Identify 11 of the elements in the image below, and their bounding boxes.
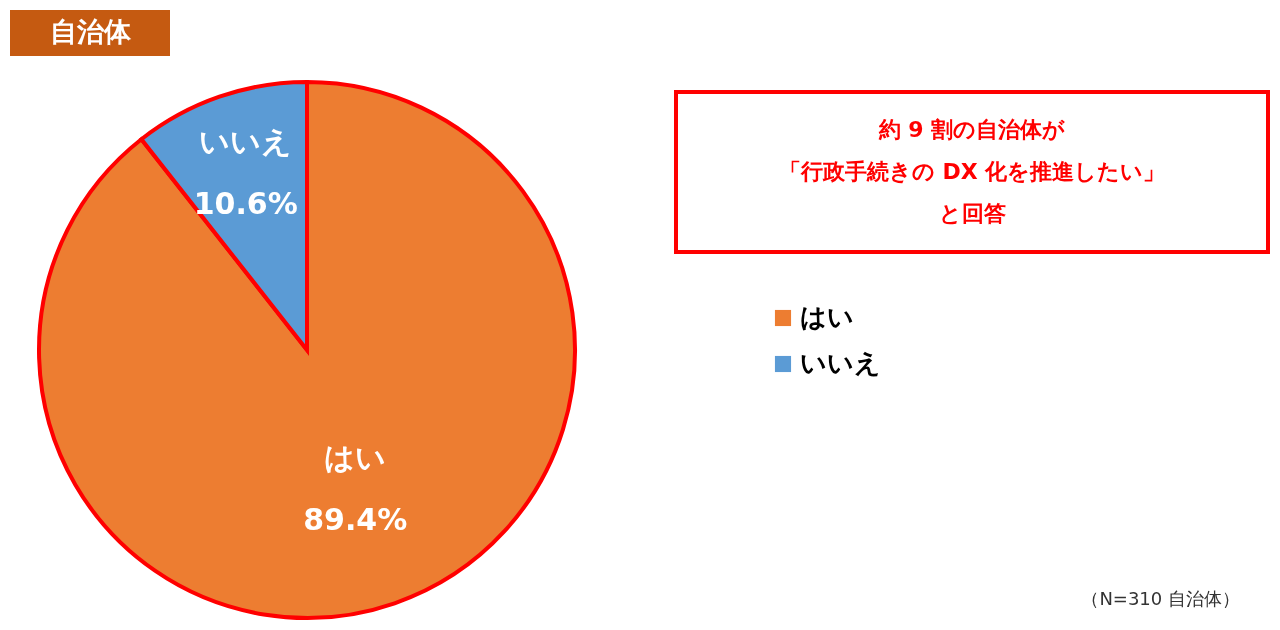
data-label: 89.4% (303, 502, 408, 538)
legend-label: はい (800, 302, 854, 332)
slice-label: はい (324, 440, 387, 476)
text: （N=310 自治体） (1081, 588, 1240, 609)
data-label: 10.6% (193, 185, 298, 221)
text: 約 9 割の自治体が (877, 117, 1066, 142)
legend-label: いいえ (800, 348, 881, 378)
text: 「行政手続きの DX 化を推進したい」 (778, 159, 1166, 184)
chart-title: 自治体 (49, 16, 132, 47)
text: と回答 (938, 201, 1006, 226)
slice-label: いいえ (199, 123, 293, 159)
